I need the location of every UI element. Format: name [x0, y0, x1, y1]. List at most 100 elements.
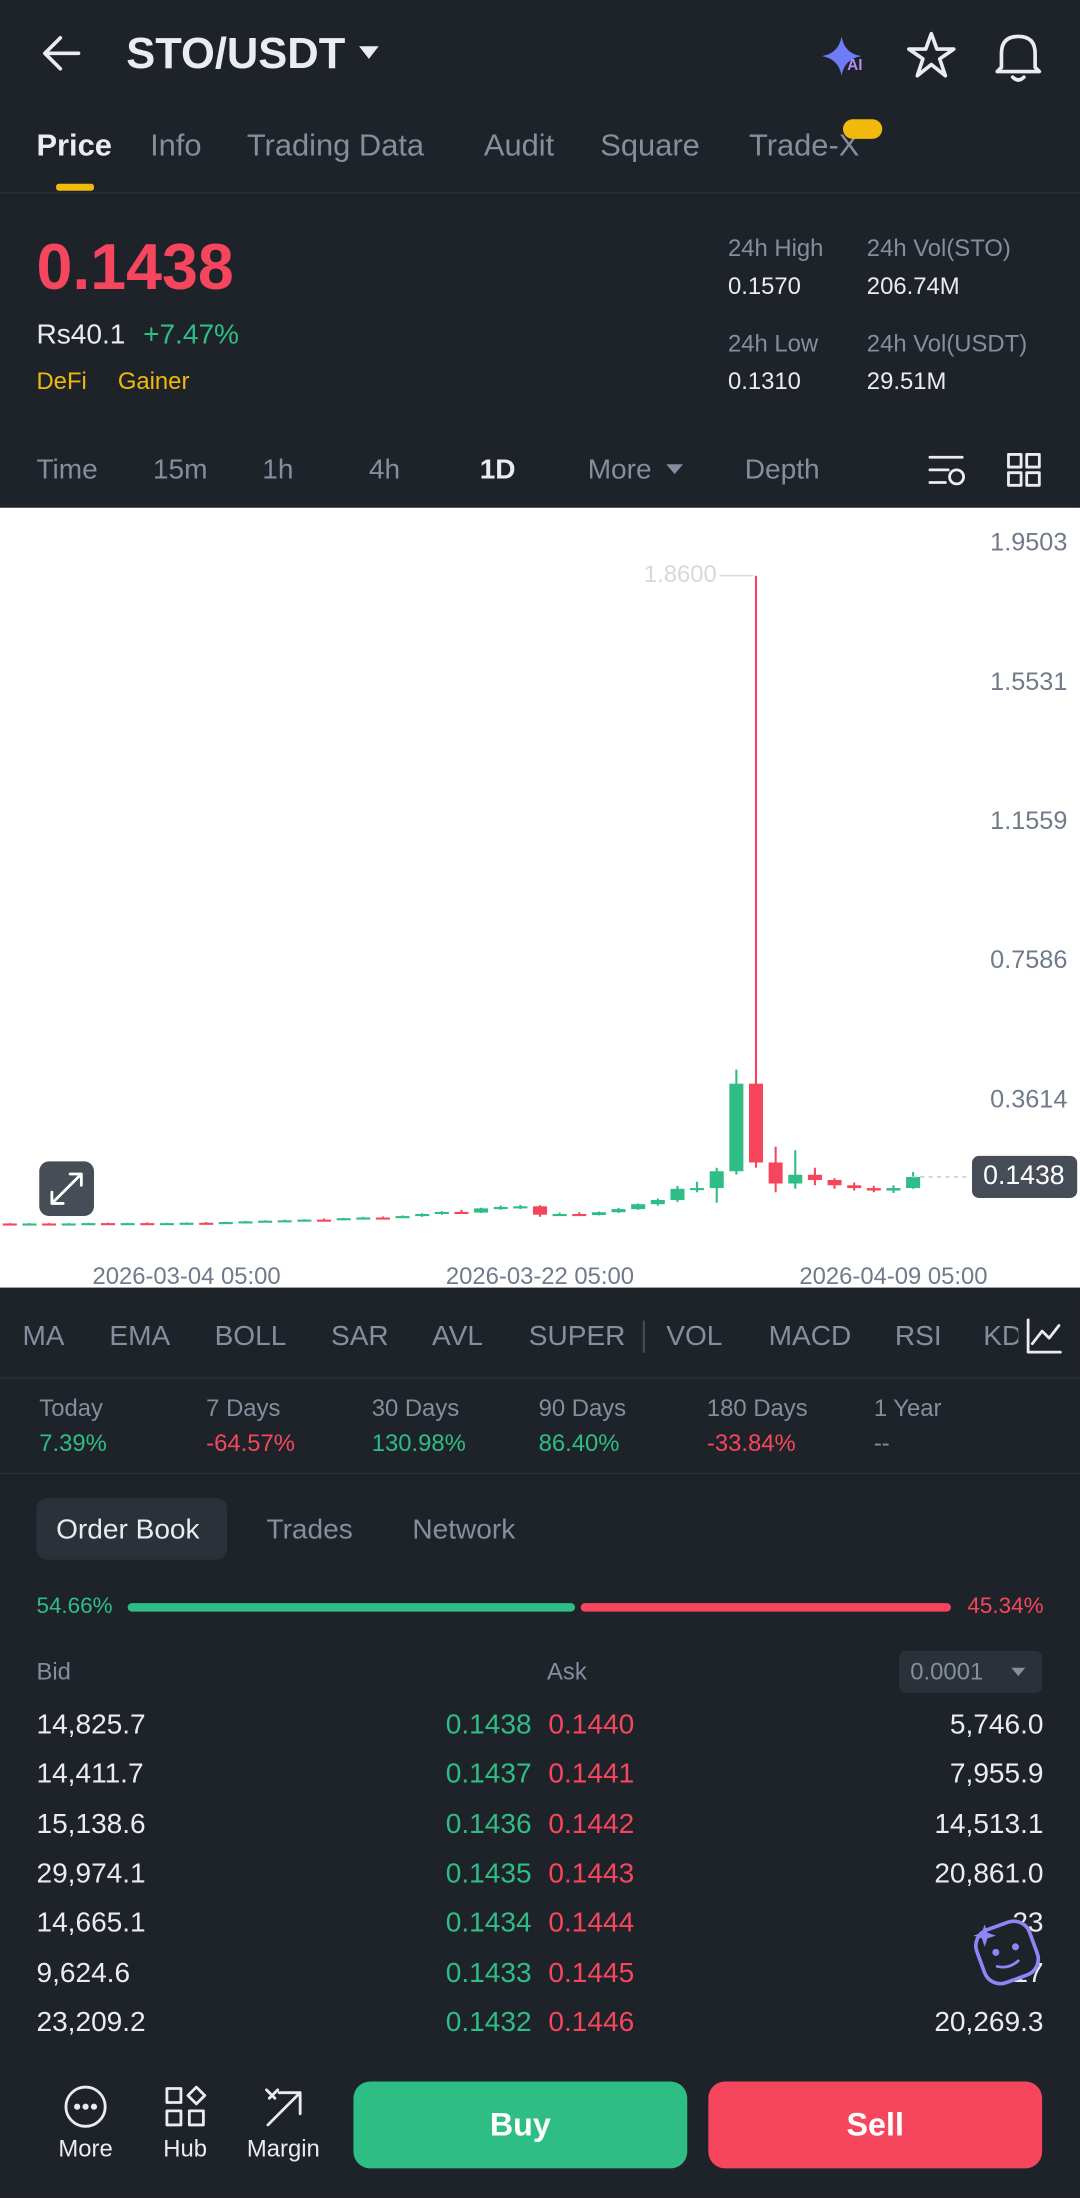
indicator-tab[interactable]: AVL: [431, 1321, 483, 1353]
nav-label[interactable]: Hub: [163, 2135, 208, 2163]
bid-price: 0.1435: [445, 1858, 532, 1890]
y-tick-label: 1.5531: [990, 668, 1067, 696]
indicator-tab[interactable]: SAR: [331, 1321, 389, 1353]
pair-dropdown[interactable]: [359, 46, 379, 59]
interval-tab[interactable]: 15m: [152, 454, 208, 486]
candle-body: [572, 1213, 587, 1217]
pair-title[interactable]: STO/USDT: [126, 28, 346, 78]
y-tick-label: 0.7586: [990, 946, 1067, 974]
assistant-button[interactable]: [971, 1916, 1043, 1988]
y-tick-label: 1.1559: [990, 807, 1067, 835]
nav-label[interactable]: Margin: [246, 2135, 320, 2163]
buy-label[interactable]: Buy: [489, 2105, 551, 2143]
period-label: 180 Days: [706, 1394, 808, 1422]
tab[interactable]: Info: [150, 127, 202, 163]
candle-body: [827, 1180, 842, 1186]
nav-more[interactable]: [64, 2085, 107, 2128]
orderbook-tab[interactable]: Order Book: [56, 1514, 200, 1546]
indicator-tab[interactable]: SUPER: [528, 1321, 626, 1353]
candle-body: [140, 1223, 155, 1226]
candle-body: [375, 1217, 390, 1220]
ask-quantity: 5,746.0: [949, 1709, 1044, 1741]
y-tick-label: 1.9503: [990, 529, 1067, 557]
y-tick-label: 0.3614: [990, 1085, 1067, 1113]
ask-quantity: 14,513.1: [934, 1808, 1044, 1840]
alert-button[interactable]: [995, 34, 1042, 82]
layout-button[interactable]: [1007, 453, 1041, 487]
interval-tab[interactable]: 1h: [262, 454, 294, 486]
back-button[interactable]: [43, 36, 81, 71]
bid-price: 0.1437: [445, 1759, 532, 1791]
tag[interactable]: Gainer: [117, 368, 190, 395]
candle-body: [493, 1206, 508, 1210]
buy-button[interactable]: [353, 2081, 688, 2169]
indicator-tab[interactable]: MACD: [768, 1321, 852, 1353]
interval-tab[interactable]: More: [587, 454, 652, 486]
tab[interactable]: Trade-X: [748, 127, 860, 163]
nav-margin[interactable]: [265, 2088, 302, 2127]
period-label: 1 Year: [873, 1394, 942, 1422]
candle-body: [474, 1208, 489, 1213]
precision[interactable]: 0.0001: [910, 1658, 984, 1686]
interval-tab[interactable]: Time: [36, 454, 98, 486]
ai-button[interactable]: AI: [821, 36, 863, 76]
ask-header: Ask: [547, 1658, 587, 1686]
candle-body: [297, 1219, 312, 1222]
more-dropdown[interactable]: [666, 464, 684, 475]
candlestick-chart: 1.9503 1.5531 1.1559 0.7586 0.3614 2026-03-04…: [2, 529, 1078, 1288]
price-tag: [971, 1155, 1078, 1198]
candle-body: [316, 1219, 332, 1222]
candle-body: [788, 1174, 803, 1184]
candle-body: [729, 1083, 744, 1172]
candle-body: [690, 1188, 705, 1191]
tab[interactable]: Trading Data: [246, 127, 425, 163]
indicator-settings[interactable]: [1026, 1318, 1062, 1354]
indicator-tab[interactable]: MA: [22, 1321, 65, 1353]
nav-label[interactable]: More: [58, 2135, 113, 2163]
candle-body: [61, 1223, 76, 1226]
nav-hub[interactable]: [165, 2085, 207, 2127]
chart-area: [0, 507, 1080, 1288]
bid-quantity: 14,665.1: [36, 1907, 146, 1939]
orderbook-tab[interactable]: Network: [412, 1514, 516, 1546]
interval-tab[interactable]: 4h: [368, 454, 401, 486]
candle-body: [906, 1176, 921, 1189]
tab[interactable]: Price: [36, 127, 112, 163]
interval-tab[interactable]: Depth: [744, 454, 820, 486]
divider: [0, 1377, 1080, 1379]
chart-settings[interactable]: [928, 455, 965, 486]
tab[interactable]: Square: [600, 127, 700, 163]
candle-body: [650, 1199, 665, 1205]
period-change: -64.57%: [206, 1429, 296, 1457]
bid-header: Bid: [36, 1658, 71, 1686]
candle-body: [179, 1222, 194, 1225]
stat-value: 0.1570: [727, 272, 801, 300]
sell-button[interactable]: [708, 2081, 1043, 2169]
tag[interactable]: DeFi: [36, 368, 87, 395]
interval-tab[interactable]: 1D: [479, 454, 516, 486]
indicator-tab[interactable]: VOL: [666, 1321, 723, 1353]
favorite-button[interactable]: [907, 31, 956, 78]
fullscreen-button[interactable]: [39, 1161, 94, 1217]
candle-body: [81, 1223, 96, 1226]
candle-body: [670, 1188, 685, 1200]
sell-label[interactable]: Sell: [846, 2105, 904, 2143]
indicator-tab[interactable]: RSI: [894, 1321, 942, 1353]
indicator-tab[interactable]: BOLL: [214, 1321, 287, 1353]
tab[interactable]: Audit: [483, 127, 555, 163]
candle-body: [100, 1223, 116, 1226]
candle-body: [631, 1204, 646, 1210]
candle-body: [866, 1188, 881, 1191]
orderbook-tab[interactable]: Trades: [266, 1514, 353, 1546]
bid-price: 0.1434: [445, 1907, 532, 1939]
stat-label: 24h High: [727, 234, 824, 262]
candle-body: [395, 1216, 410, 1219]
ask-price: 0.1441: [548, 1759, 635, 1791]
candle-body: [611, 1209, 626, 1213]
candle-body: [807, 1174, 822, 1181]
ask-quantity: 20,269.3: [934, 2006, 1044, 2038]
candle-body: [218, 1222, 233, 1225]
candle-body: [886, 1188, 901, 1191]
indicator-tab[interactable]: EMA: [109, 1321, 171, 1353]
